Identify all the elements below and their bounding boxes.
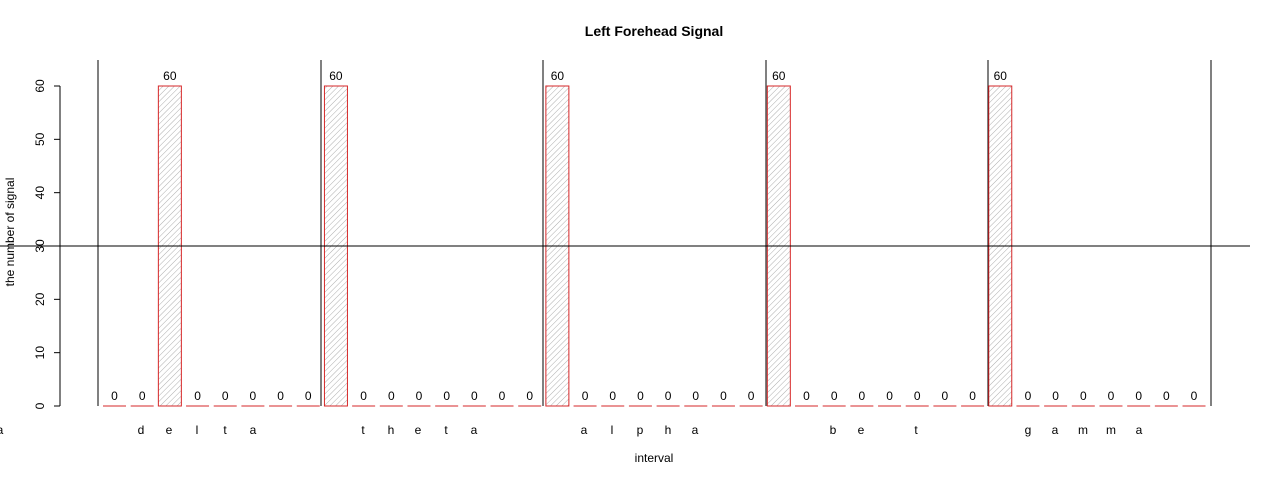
y-tick-label: 0 (33, 402, 47, 409)
bar-value-label: 0 (914, 389, 921, 403)
group-label-letter: h (388, 423, 395, 437)
group-label-letter: a (581, 423, 588, 437)
bar-value-label: 0 (831, 389, 838, 403)
bar-value-label: 0 (1191, 389, 1198, 403)
bar-value-label: 0 (720, 389, 727, 403)
group-label-letter: l (611, 423, 614, 437)
group-label-letter: p (637, 423, 644, 437)
y-tick-label: 40 (33, 186, 47, 200)
group-label-letter: t (914, 423, 918, 437)
group-label-letter: a (471, 423, 478, 437)
group-labels: deltathetaalphabetagamma (0, 423, 1143, 437)
bar-value-label: 0 (250, 389, 257, 403)
bar-value-label: 0 (111, 389, 118, 403)
bar-value-label: 0 (526, 389, 533, 403)
group-label-letter: d (138, 423, 145, 437)
bar-value-labels: 0 0 60 0 0 0 0 0 60 0 0 0 0 0 0 0 60 0 0 0 0 0 0 0 60 0 0 0 0 0 0 0 60 0 0… (111, 69, 1198, 403)
bar-value-label: 0 (416, 389, 423, 403)
group-label-letter: a (1136, 423, 1143, 437)
bar-value-label: 0 (1108, 389, 1115, 403)
bar-value-label: 0 (499, 389, 506, 403)
bar-value-label: 60 (551, 69, 565, 83)
group-label-letter: b (830, 423, 837, 437)
bar-value-label: 0 (1135, 389, 1142, 403)
group-label-letter: m (1106, 423, 1116, 437)
group-label-letter: l (196, 423, 199, 437)
group-label-letter: e (166, 423, 173, 437)
bar-value-label: 0 (1025, 389, 1032, 403)
bar-value-label: 0 (471, 389, 478, 403)
group-label-letter: e (858, 423, 865, 437)
bar-value-label: 0 (388, 389, 395, 403)
bar-value-label: 0 (443, 389, 450, 403)
bar-value-label: 0 (1080, 389, 1087, 403)
y-tick-label: 20 (33, 292, 47, 306)
y-tick-label: 50 (33, 132, 47, 146)
bar-value-label: 0 (942, 389, 949, 403)
bar-value-label: 0 (305, 389, 312, 403)
bar-value-label: 0 (886, 389, 893, 403)
bar-value-label: 60 (772, 69, 786, 83)
group-label-letter: t (444, 423, 448, 437)
group-label-letter: a (692, 423, 699, 437)
bar-value-label: 0 (1052, 389, 1059, 403)
group-label-letter: e (415, 423, 422, 437)
group-label-letter: t (361, 423, 365, 437)
bar-value-label: 60 (163, 69, 177, 83)
bar-value-label: 0 (803, 389, 810, 403)
y-tick-label: 10 (33, 346, 47, 360)
bar-value-label: 0 (637, 389, 644, 403)
y-axis-label: the number of signal (3, 178, 17, 287)
bar-value-label: 0 (360, 389, 367, 403)
bar-value-label: 0 (748, 389, 755, 403)
bar-value-label: 0 (139, 389, 146, 403)
group-label-letter: h (665, 423, 672, 437)
bar-value-label: 0 (692, 389, 699, 403)
group-label-letter: a (1052, 423, 1059, 437)
bar-value-label: 0 (609, 389, 616, 403)
chart-title: Left Forehead Signal (585, 23, 723, 39)
x-axis-label: interval (635, 451, 674, 465)
group-label-letter: g (1025, 423, 1032, 437)
group-label-letter: m (1078, 423, 1088, 437)
bar-value-label: 0 (582, 389, 589, 403)
group-label-letter: t (223, 423, 227, 437)
group-label-letter: a (0, 423, 4, 437)
bar-value-label: 0 (859, 389, 866, 403)
y-tick-label: 60 (33, 79, 47, 93)
bar-value-label: 0 (1163, 389, 1170, 403)
bar-value-label: 0 (665, 389, 672, 403)
group-label-letter: a (250, 423, 257, 437)
bar-value-label: 60 (994, 69, 1008, 83)
bar-value-label: 0 (277, 389, 284, 403)
bar-value-label: 0 (222, 389, 229, 403)
group-separators (97, 60, 1212, 406)
bar-value-label: 0 (194, 389, 201, 403)
bar-value-label: 0 (969, 389, 976, 403)
bar-value-label: 60 (329, 69, 343, 83)
